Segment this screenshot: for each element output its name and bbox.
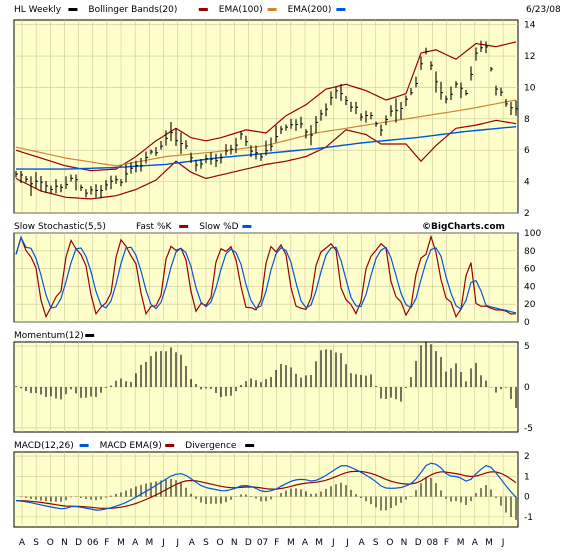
- momentum-y-tick: -5: [524, 424, 533, 434]
- x-tick-label: N: [61, 538, 68, 548]
- chart-date: 6/23/08: [526, 5, 561, 15]
- x-tick-label: J: [345, 538, 349, 548]
- x-tick-label: N: [401, 538, 408, 548]
- macd-plot-area: [13, 451, 519, 528]
- stochastic-panel: 0 20 40 60 80 100 Slow Stochastic(5,5) Fast %K S…: [13, 222, 541, 328]
- x-tick-label: M: [457, 538, 465, 548]
- momentum-y-tick: 0: [524, 383, 530, 393]
- legend-label: MACD EMA(9): [100, 441, 162, 451]
- price-y-tick: 10: [524, 83, 536, 93]
- bollinger-upper-line: [15, 41, 517, 172]
- legend-label: Divergence: [185, 441, 237, 451]
- macd-y-tick: 1: [524, 472, 530, 482]
- legend-label: HL Weekly: [14, 5, 62, 15]
- macd-panel: -1 0 1 2 MACD(12,26) MACD EMA(9) Divergence: [13, 441, 533, 528]
- x-tick-label: J: [175, 538, 179, 548]
- x-tick-label: J: [331, 538, 335, 548]
- stochastic-y-tick: 0: [524, 318, 530, 328]
- legend-label: EMA(200): [288, 5, 332, 15]
- x-tick-label: 06: [87, 538, 99, 548]
- legend-label: Momentum(12): [14, 331, 84, 341]
- x-tick-label: M: [485, 538, 493, 548]
- stochastic-y-tick: 100: [524, 229, 541, 239]
- legend-label: Bollinger Bands(20): [88, 5, 177, 15]
- macd-y-tick: -1: [524, 513, 533, 523]
- x-tick-label: O: [47, 538, 54, 548]
- price-y-tick: 12: [524, 52, 535, 62]
- x-tick-label: J: [161, 538, 165, 548]
- price-y-tick: 14: [524, 21, 536, 31]
- momentum-panel: -5 0 5 Momentum(12): [13, 331, 533, 434]
- x-tick-label: S: [33, 538, 39, 548]
- x-tick-label: N: [231, 538, 238, 548]
- legend-label: Fast %K: [136, 222, 172, 232]
- legend-swatch: [79, 444, 89, 447]
- x-tick-label: S: [373, 538, 379, 548]
- legend-swatch: [242, 225, 252, 228]
- price-y-tick: 6: [524, 146, 530, 156]
- x-tick-label: A: [359, 538, 366, 548]
- x-tick-label: S: [203, 538, 209, 548]
- bollinger-lower-line: [15, 119, 517, 200]
- x-tick-label: D: [415, 538, 422, 548]
- macd-ema-line: [15, 470, 517, 510]
- x-tick-label: D: [75, 538, 82, 548]
- legend-swatch: [179, 225, 189, 228]
- legend-swatch: [85, 334, 95, 337]
- legend-swatch: [68, 8, 78, 11]
- fast-k-line: [15, 234, 517, 319]
- price-y-tick: 2: [524, 209, 530, 219]
- legend-label: MACD(12,26): [14, 441, 74, 451]
- price-y-tick: 8: [524, 115, 530, 125]
- x-tick-label: 08: [427, 538, 439, 548]
- stochastic-y-tick: 60: [524, 265, 536, 275]
- slow-d-line: [15, 235, 517, 314]
- x-tick-label: A: [302, 538, 309, 548]
- x-tick-label: J: [501, 538, 505, 548]
- x-tick-label: F: [104, 538, 109, 548]
- x-tick-label: 07: [257, 538, 268, 548]
- x-tick-label: M: [145, 538, 153, 548]
- x-tick-label: M: [287, 538, 295, 548]
- x-tick-label: M: [315, 538, 323, 548]
- macd-line: [15, 462, 517, 511]
- legend-swatch: [198, 8, 208, 11]
- stochastic-y-tick: 20: [524, 300, 536, 310]
- x-tick-label: O: [386, 538, 393, 548]
- x-tick-label: A: [189, 538, 196, 548]
- x-tick-label: M: [117, 538, 125, 548]
- stochastic-plot-area: [13, 232, 519, 323]
- stochastic-y-tick: 80: [524, 247, 536, 257]
- x-tick-label: F: [274, 538, 279, 548]
- legend-swatch: [336, 8, 346, 11]
- legend-swatch: [267, 8, 277, 11]
- x-tick-label: A: [472, 538, 479, 548]
- legend-label: EMA(100): [219, 5, 263, 15]
- legend-swatch: [245, 444, 255, 447]
- legend-swatch: [165, 444, 175, 447]
- x-tick-label: A: [132, 538, 139, 548]
- x-tick-label: O: [217, 538, 224, 548]
- price-plot-area: [13, 19, 519, 214]
- momentum-y-tick: 5: [524, 342, 530, 352]
- macd-y-tick: 2: [524, 452, 530, 462]
- x-tick-label: D: [245, 538, 252, 548]
- price-y-tick: 4: [524, 178, 530, 188]
- x-tick-label: F: [444, 538, 449, 548]
- macd-y-tick: 0: [524, 493, 530, 503]
- watermark: ©BigCharts.com: [422, 222, 505, 232]
- legend-label: Slow Stochastic(5,5): [14, 222, 106, 232]
- legend-label: Slow %D: [199, 222, 238, 232]
- stochastic-y-tick: 40: [524, 282, 536, 292]
- x-tick-label: A: [19, 538, 26, 548]
- x-axis: A S O N D 06 F M A M J J A S O N D 07 F M A M J J A S O N D 08 F M A M J: [19, 538, 505, 548]
- price-panel: 2 4 6 8 10 12 14 HL Weekly Bollinger Bands(20) EM…: [13, 5, 561, 219]
